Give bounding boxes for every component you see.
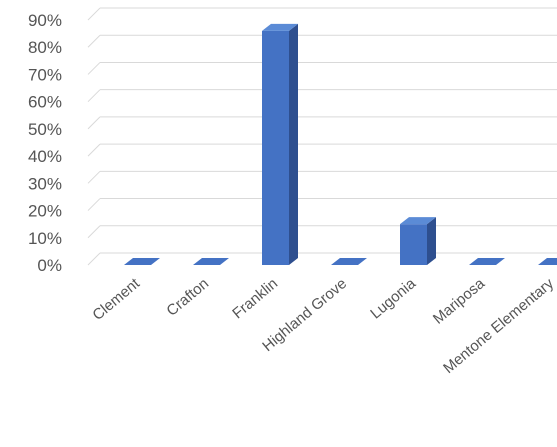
gridline-depth: [87, 225, 101, 239]
bar-top: [400, 217, 436, 225]
y-tick-label: 20%: [28, 202, 62, 221]
gridline-depth: [87, 252, 101, 266]
bar: [124, 258, 160, 265]
bar-top: [331, 258, 367, 265]
gridline-depth: [87, 198, 101, 211]
y-tick-label: 60%: [28, 93, 62, 112]
bar-top: [124, 258, 160, 265]
bar: [331, 258, 367, 265]
gridline-depth: [87, 62, 101, 75]
x-category-label: Clement: [89, 275, 143, 324]
bar: [193, 258, 229, 265]
bar-side: [427, 217, 436, 265]
gridline-depth: [87, 116, 101, 130]
bar: [538, 258, 557, 265]
bar-front: [262, 30, 289, 266]
bar-front: [400, 224, 427, 265]
gridline-depth: [87, 143, 101, 157]
y-tick-label: 70%: [28, 65, 62, 84]
x-category-label: Mentone Elementary: [440, 275, 557, 377]
gridlines: [87, 7, 557, 266]
y-axis-tick-labels: 0% 10% 20% 30% 40% 50% 60% 70% 80% 90%: [28, 11, 62, 275]
x-category-label: Franklin: [229, 275, 281, 322]
bar-top: [193, 258, 229, 265]
gridline-depth: [87, 34, 101, 48]
bar: [469, 258, 505, 265]
bar-top: [538, 258, 557, 265]
x-category-label: Crafton: [163, 275, 212, 320]
bar-top: [469, 258, 505, 265]
bars: [124, 23, 557, 266]
y-tick-label: 30%: [28, 174, 62, 193]
bar: [400, 217, 436, 265]
gridline-depth: [87, 7, 101, 21]
gridline-depth: [87, 89, 101, 103]
y-tick-label: 50%: [28, 120, 62, 139]
gridline-depth: [87, 170, 101, 184]
y-tick-label: 0%: [37, 256, 62, 275]
x-category-label: Lugonia: [367, 275, 419, 323]
x-category-label: Mariposa: [430, 275, 489, 328]
y-tick-label: 40%: [28, 147, 62, 166]
y-tick-label: 10%: [28, 229, 62, 248]
bar-side: [289, 23, 298, 266]
bar: [262, 23, 298, 266]
y-tick-label: 90%: [28, 11, 62, 30]
y-tick-label: 80%: [28, 38, 62, 57]
bar-top: [262, 23, 298, 31]
